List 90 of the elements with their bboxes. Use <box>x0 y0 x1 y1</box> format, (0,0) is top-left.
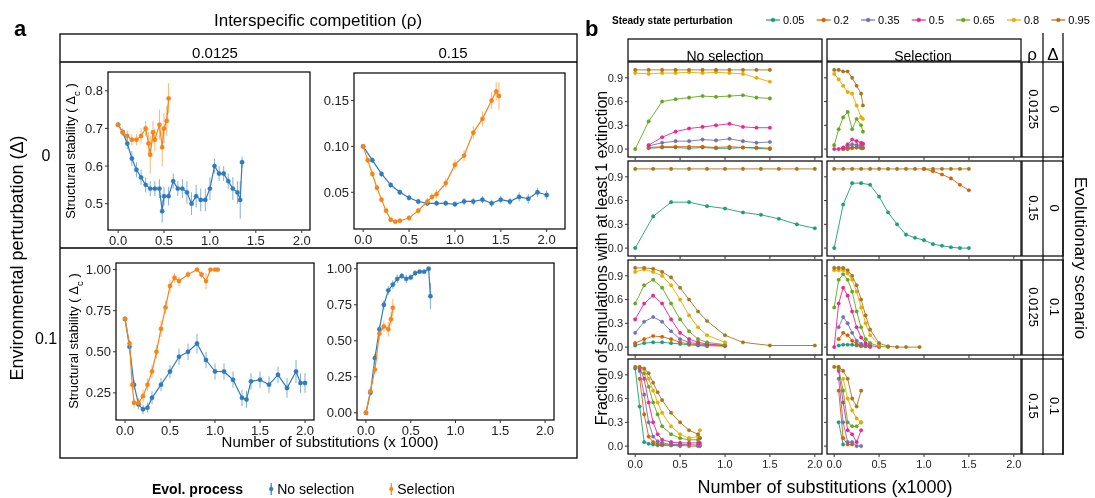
y-tick-label: 0.05 <box>323 184 349 200</box>
y-tick-label: 1.00 <box>85 262 111 278</box>
x-tick-label: 0.0 <box>115 423 135 439</box>
y-tick-label: 0.3 <box>607 317 623 330</box>
y-tick-label: 0.6 <box>84 158 103 174</box>
y-tick-label: 0.6 <box>607 194 623 207</box>
x-tick-label: 0.0 <box>826 457 842 470</box>
y-tick-label: 0.3 <box>607 119 623 132</box>
y-tick-label: 0.6 <box>607 95 623 108</box>
y-tick-label: 0.0 <box>607 439 623 452</box>
legend-label: No selection <box>277 480 355 497</box>
text: b <box>585 15 599 41</box>
x-tick-label: 1.5 <box>762 457 778 470</box>
text: Environmental perturbation (Δ) <box>6 135 27 381</box>
text: Δ <box>1047 45 1059 65</box>
text: Evolutionary scenario <box>1070 176 1090 340</box>
y-tick-label: 0.6 <box>607 392 623 405</box>
x-tick-label: 1.5 <box>491 423 510 439</box>
x-tick-label: 0.0 <box>627 457 643 470</box>
y-tick-label: 0.5 <box>84 196 103 212</box>
x-tick-label: 0.0 <box>354 232 373 248</box>
y-tick-label: 0.9 <box>607 71 623 84</box>
x-tick-label: 0.5 <box>400 232 419 248</box>
y-tick-label: 0.15 <box>323 93 349 109</box>
y-tick-label: 0.9 <box>607 368 623 381</box>
x-tick-label: 2.0 <box>1006 457 1022 470</box>
x-tick-label: 1.5 <box>491 232 510 248</box>
y-tick-label: 0.0 <box>607 340 623 353</box>
y-tick-label: 0.75 <box>85 303 111 319</box>
x-tick-label: 0.5 <box>154 233 174 249</box>
x-tick-label: 2.0 <box>536 423 555 439</box>
y-tick-label: 0.25 <box>326 369 352 385</box>
legend-label: 0.5 <box>928 13 945 26</box>
x-tick-label: 1.5 <box>246 233 265 249</box>
text: 0.15 <box>1025 393 1041 419</box>
x-tick-label: 2.0 <box>807 457 823 470</box>
text: a <box>14 15 27 41</box>
legend-label: 0.05 <box>783 13 805 26</box>
y-tick-label: 0.0 <box>607 142 623 155</box>
chart-title: No selection <box>686 47 764 64</box>
x-tick-label: 0.5 <box>871 457 887 470</box>
y-tick-label: 0.6 <box>607 293 623 306</box>
legend-title: Evol. process <box>152 480 244 497</box>
y-tick-label: 0.50 <box>85 344 111 360</box>
legend-label: 0.2 <box>833 13 849 26</box>
text: 0 <box>1046 204 1062 212</box>
text: 0 <box>41 147 51 165</box>
y-tick-label: 1.00 <box>326 261 352 277</box>
y-tick-label: 0.7 <box>84 120 103 136</box>
text: 0.1 <box>1046 396 1062 416</box>
y-tick-label: 0.3 <box>607 416 623 429</box>
y-tick-label: 0.00 <box>326 405 352 421</box>
x-tick-label: 1.0 <box>200 233 219 249</box>
x-tick-label: 2.0 <box>292 233 311 249</box>
x-tick-label: 1.5 <box>961 457 977 470</box>
y-tick-label: 0.25 <box>85 385 111 401</box>
x-tick-label: 0.5 <box>160 423 180 439</box>
y-tick-label: 0.3 <box>607 218 623 231</box>
y-tick-label: 0.9 <box>607 269 623 282</box>
x-tick-label: 1.0 <box>445 232 464 248</box>
y-tick-label: 0.10 <box>323 138 349 154</box>
text: Interspecific competition (ρ) <box>213 11 423 31</box>
y-tick-label: 0.50 <box>326 333 352 349</box>
text: 0 <box>1046 105 1062 113</box>
x-tick-label: 1.0 <box>446 423 465 439</box>
legend-label: 0.35 <box>878 13 900 26</box>
legend-label: 0.8 <box>1023 13 1040 26</box>
text: ρ <box>1027 45 1037 65</box>
x-tick-label: 0.0 <box>109 233 128 249</box>
chart-title: 0.15 <box>438 43 468 61</box>
x-axis-title: Number of substitutions (x1000) <box>697 476 953 497</box>
chart-title: Selection <box>894 47 952 64</box>
x-tick-label: 1.0 <box>717 457 733 470</box>
y-tick-label: 0.8 <box>84 83 103 99</box>
x-tick-label: 2.0 <box>537 232 556 248</box>
text: 0.1 <box>1046 297 1062 317</box>
x-tick-label: 0.0 <box>356 423 375 439</box>
text: 0.0125 <box>1025 89 1041 129</box>
text: 0.15 <box>1025 195 1041 221</box>
text: 0.1 <box>34 330 58 348</box>
legend-title: Steady state perturbation <box>612 14 733 26</box>
legend-label: 0.65 <box>973 13 995 26</box>
x-tick-label: 1.0 <box>916 457 932 470</box>
x-tick-label: 0.5 <box>672 457 688 470</box>
y-tick-label: 0.9 <box>607 170 623 183</box>
y-tick-label: 0.75 <box>326 297 352 313</box>
legend-label: Selection <box>397 480 455 497</box>
legend-label: 0.95 <box>1068 13 1090 26</box>
chart-title: 0.0125 <box>192 43 238 61</box>
text: 0.0125 <box>1025 287 1041 327</box>
